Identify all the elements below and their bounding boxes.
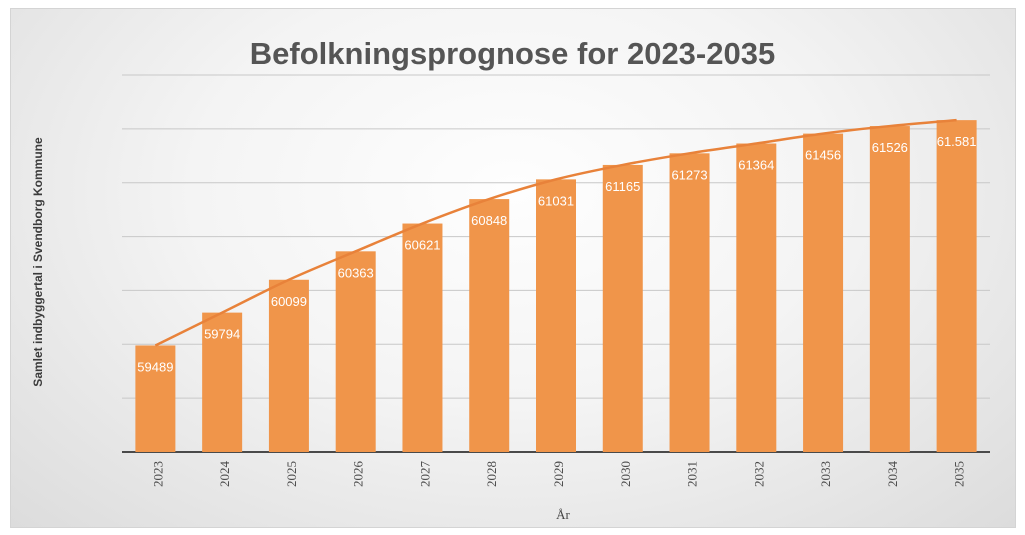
x-tick-label: 2034	[885, 461, 900, 488]
x-tick-label: 2028	[484, 461, 499, 487]
bar	[936, 120, 977, 452]
bars	[135, 120, 977, 453]
data-label: 61165	[605, 179, 640, 194]
bar	[602, 164, 643, 453]
bar	[335, 251, 376, 452]
data-label: 60363	[338, 265, 374, 280]
bar	[803, 133, 844, 453]
chart-frame	[10, 8, 1016, 528]
data-label: 61.581	[937, 134, 977, 149]
data-label: 60848	[471, 213, 507, 228]
data-label: 60099	[271, 294, 307, 309]
x-tick-label: 2029	[551, 461, 566, 487]
bar	[268, 279, 309, 452]
data-label: 60621	[404, 238, 440, 253]
data-label: 61364	[738, 158, 774, 173]
data-label: 61456	[805, 148, 841, 163]
x-axis-label: År	[556, 507, 570, 522]
x-tick-label: 2030	[618, 461, 633, 487]
bar	[669, 153, 710, 452]
trendline-path	[154, 118, 957, 347]
x-tick-label: 2032	[751, 461, 766, 487]
bar	[536, 179, 576, 453]
x-tick-label: 2026	[351, 461, 366, 488]
x-tick-label: 2035	[952, 461, 967, 487]
bar	[469, 199, 510, 452]
x-tick-label: 2025	[284, 461, 299, 487]
x-tick-labels: 2023 2024 2025 2026 2027 2028 2029 2030 2031 2032…	[150, 461, 966, 488]
x-tick-label: 2027	[417, 461, 432, 488]
x-tick-label: 2033	[818, 461, 833, 487]
x-tick-label: 2024	[217, 461, 232, 488]
bar	[402, 223, 443, 452]
data-label: 61273	[671, 167, 707, 182]
x-tick-label: 2031	[685, 461, 700, 487]
x-tick-label: 2023	[150, 461, 165, 487]
bar	[135, 345, 176, 452]
data-label: 61526	[872, 140, 908, 155]
data-label: 61031	[538, 193, 574, 208]
data-label: 59489	[137, 359, 173, 374]
trendline	[154, 118, 957, 347]
data-labels: 59489 59794 60099 60363 60621 60848 61031 61165…	[137, 134, 976, 374]
bar	[202, 312, 243, 452]
bar	[869, 126, 910, 452]
data-label: 59794	[204, 327, 240, 342]
bar	[736, 143, 777, 452]
chart-title: Befolkningsprognose for 2023-2035	[249, 36, 776, 71]
